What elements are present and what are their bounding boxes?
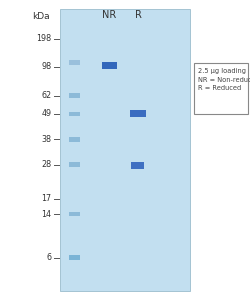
Bar bbox=[60, 9, 190, 291]
Text: 28: 28 bbox=[41, 160, 51, 169]
Text: 38: 38 bbox=[41, 135, 51, 144]
Bar bbox=[68, 162, 80, 167]
Bar bbox=[130, 110, 146, 117]
Text: NR: NR bbox=[102, 10, 116, 20]
Text: 17: 17 bbox=[41, 194, 51, 203]
Text: 2.5 μg loading
NR = Non-reduced
R = Reduced: 2.5 μg loading NR = Non-reduced R = Redu… bbox=[198, 68, 250, 92]
Text: 6: 6 bbox=[46, 253, 51, 262]
Bar bbox=[68, 212, 80, 216]
Text: R: R bbox=[134, 10, 141, 20]
Text: 14: 14 bbox=[41, 209, 51, 218]
Bar bbox=[68, 255, 80, 260]
Text: 62: 62 bbox=[41, 91, 51, 100]
Text: 49: 49 bbox=[41, 110, 51, 118]
Bar bbox=[130, 162, 144, 169]
Text: kDa: kDa bbox=[32, 11, 50, 20]
Bar bbox=[68, 93, 80, 98]
Text: 98: 98 bbox=[41, 62, 51, 71]
Bar bbox=[68, 112, 80, 116]
Bar bbox=[194, 63, 248, 114]
Bar bbox=[68, 137, 80, 142]
Bar bbox=[102, 62, 117, 69]
Text: 198: 198 bbox=[36, 34, 51, 43]
Bar bbox=[68, 60, 80, 65]
